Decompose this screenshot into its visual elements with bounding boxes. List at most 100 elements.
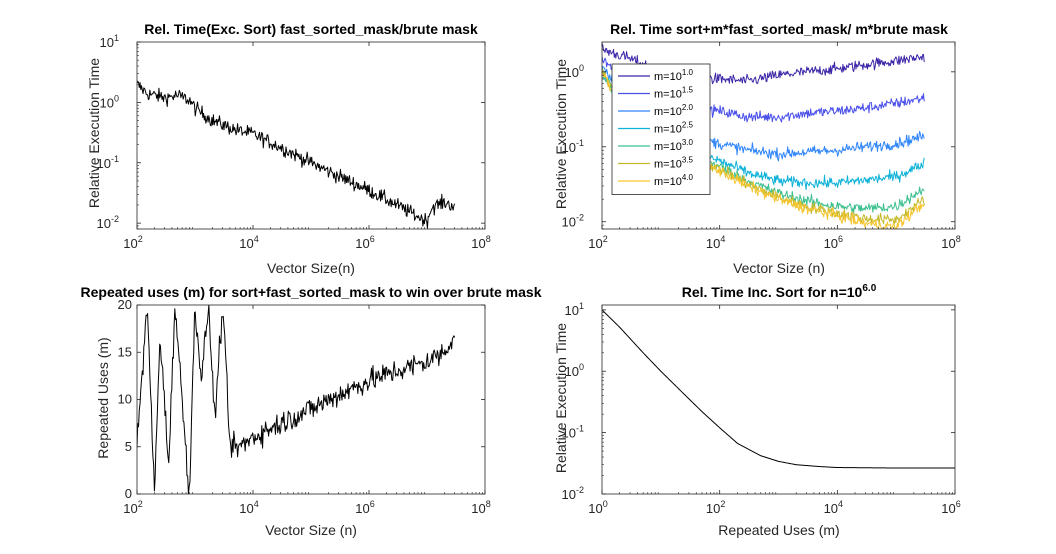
legend-label-exponent: 3.0 (682, 138, 694, 147)
y-tick-exponent: -2 (576, 485, 584, 495)
x-tick-label: 106 (941, 499, 960, 516)
panel-2-plot-area: 102 104 106 10810-210-1100m=101.0m=101.5m=1… (562, 41, 961, 251)
y-tick-label: 10-1 (97, 154, 119, 171)
y-tick-label: 101 (565, 301, 584, 318)
x-tick-exponent: 4 (254, 234, 259, 244)
panel-4-title-prefix: Rel. Time Inc. Sort for n=10 (682, 284, 863, 300)
y-tick-base: 10 (562, 140, 576, 155)
legend-label-exponent: 1.5 (682, 86, 694, 95)
y-tick-base: 10 (100, 35, 114, 50)
legend-label-prefix: m=10 (654, 159, 682, 171)
x-tick-label: 104 (706, 234, 725, 251)
y-tick-label: 5 (125, 439, 132, 454)
x-tick-label: 102 (123, 499, 142, 516)
y-tick-label: 101 (100, 33, 119, 50)
panel-4-xlabel: Repeated Uses (m) (718, 522, 839, 538)
x-tick-base: 10 (588, 236, 602, 251)
y-tick-exponent: -1 (576, 138, 584, 148)
legend-label-prefix: m=10 (654, 124, 682, 136)
panel-1: Rel. Time(Exc. Sort) fast_sorted_mask/br… (86, 21, 491, 276)
y-tick-label: 0 (125, 486, 132, 501)
x-tick-exponent: 6 (838, 234, 843, 244)
y-tick-base: 10 (97, 156, 111, 171)
y-tick-exponent: -2 (576, 213, 584, 223)
panel-4-title-exponent: 6.0 (862, 283, 876, 294)
y-tick-exponent: 1 (114, 33, 119, 43)
x-tick-label: 104 (239, 234, 258, 251)
y-tick-exponent: 0 (579, 362, 584, 372)
y-tick-label: 100 (100, 93, 119, 110)
y-tick-label: 10-2 (562, 213, 584, 230)
panel-1-xlabel: Vector Size(n) (267, 260, 355, 276)
y-tick-exponent: 0 (579, 63, 584, 73)
x-tick-label: 102 (123, 234, 142, 251)
panel-4: Rel. Time Inc. Sort for n=106.0 Repeated… (553, 283, 961, 538)
y-tick-base: 10 (565, 364, 579, 379)
legend-label: m=104.0 (654, 173, 694, 188)
y-tick-base: 10 (100, 95, 114, 110)
legend-label: m=103.0 (654, 138, 694, 153)
x-tick-base: 10 (355, 501, 369, 516)
x-tick-base: 10 (123, 236, 137, 251)
x-tick-label: 100 (588, 499, 607, 516)
x-tick-base: 10 (706, 236, 720, 251)
panel-4-title: Rel. Time Inc. Sort for n=106.0 (682, 283, 877, 300)
axes-box (136, 41, 486, 230)
x-tick-base: 10 (941, 236, 955, 251)
y-tick-label: 100 (565, 362, 584, 379)
panel-2-xlabel: Vector Size (n) (733, 260, 825, 276)
legend-label-prefix: m=10 (654, 141, 682, 153)
x-tick-label: 106 (355, 234, 374, 251)
series-line-1 (602, 309, 955, 469)
y-tick-base: 10 (562, 426, 576, 441)
y-tick-base: 10 (97, 216, 111, 231)
x-tick-label: 104 (239, 499, 258, 516)
x-tick-exponent: 4 (254, 499, 259, 509)
y-tick-base: 10 (562, 487, 576, 502)
x-tick-base: 10 (824, 236, 838, 251)
x-tick-label: 108 (471, 499, 490, 516)
x-tick-label: 108 (941, 234, 960, 251)
legend: m=101.0m=101.5m=102.0m=102.5m=103.0m=103… (611, 63, 711, 195)
panel-2-ylabel: Relative Execution Time (553, 59, 569, 209)
y-tick-exponent: -1 (576, 424, 584, 434)
axes-box (601, 304, 956, 495)
x-tick-exponent: 6 (370, 499, 375, 509)
series-group (137, 305, 456, 494)
panel-4-ylabel: Relative Execution Time (553, 323, 569, 473)
x-tick-label: 106 (824, 234, 843, 251)
y-tick-exponent: -1 (111, 154, 119, 164)
x-tick-base: 10 (706, 501, 720, 516)
x-tick-exponent: 2 (603, 234, 608, 244)
panel-3-ylabel: Repeated Uses (m) (95, 337, 111, 458)
panel-2-title: Rel. Time sort+m*fast_sorted_mask/ m*bru… (610, 21, 948, 37)
y-tick-label: 10-1 (562, 138, 584, 155)
x-tick-exponent: 8 (956, 234, 961, 244)
y-tick-label: 20 (118, 297, 132, 312)
series-group (602, 309, 955, 469)
panel-2: Rel. Time sort+m*fast_sorted_mask/ m*bru… (553, 21, 961, 276)
x-tick-exponent: 4 (838, 499, 843, 509)
x-tick-exponent: 6 (956, 499, 961, 509)
x-tick-exponent: 4 (720, 234, 725, 244)
series-line-1 (137, 305, 456, 494)
series-group (137, 80, 456, 229)
x-tick-exponent: 6 (370, 234, 375, 244)
legend-label-exponent: 2.0 (682, 103, 694, 112)
y-tick-exponent: 0 (114, 93, 119, 103)
x-tick-exponent: 2 (138, 499, 143, 509)
x-tick-base: 10 (123, 501, 137, 516)
x-tick-exponent: 2 (138, 234, 143, 244)
x-tick-base: 10 (471, 236, 485, 251)
x-tick-base: 10 (824, 501, 838, 516)
y-tick-label: 15 (118, 344, 132, 359)
legend-label: m=102.5 (654, 121, 694, 136)
legend-label: m=101.0 (654, 68, 694, 83)
series-line-1 (137, 80, 456, 229)
x-tick-label: 102 (706, 499, 725, 516)
